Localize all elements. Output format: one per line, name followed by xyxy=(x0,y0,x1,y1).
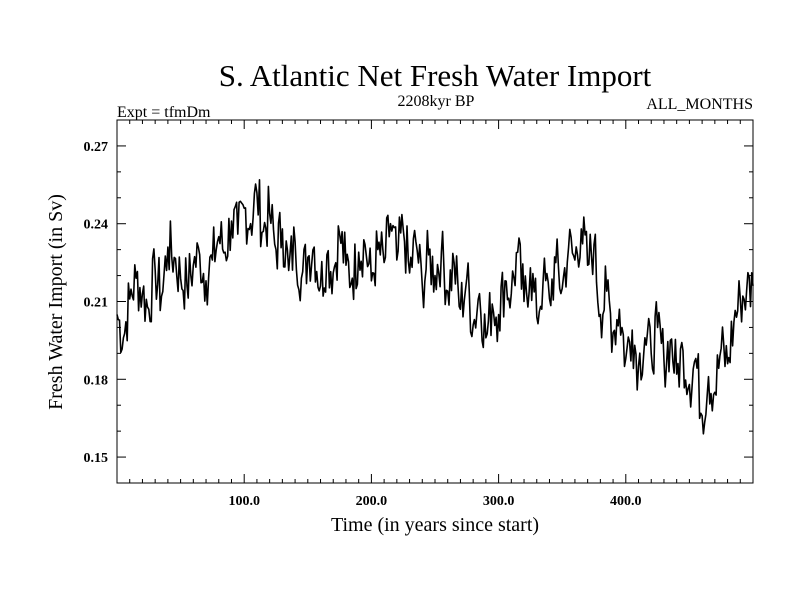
y-tick-label: 0.18 xyxy=(84,373,109,388)
y-axis-title: Fresh Water Import (in Sv) xyxy=(45,194,67,410)
series-line xyxy=(116,179,754,435)
y-tick-label: 0.24 xyxy=(84,218,109,233)
x-tick-label: 200.0 xyxy=(356,494,388,509)
plot-frame xyxy=(116,119,754,484)
series-layer xyxy=(116,179,754,435)
x-tick-label: 100.0 xyxy=(228,494,260,509)
x-axis-title: Time (in years since start) xyxy=(331,514,539,536)
months-label: ALL_MONTHS xyxy=(646,96,753,113)
x-tick-label: 400.0 xyxy=(610,494,642,509)
x-axis: 100.0 200.0 300.0 400.0 xyxy=(129,120,741,509)
y-tick-label: 0.15 xyxy=(84,451,109,466)
y-tick-label: 0.21 xyxy=(84,296,109,311)
y-tick-label: 0.27 xyxy=(84,140,109,155)
period-label: 2208kyr BP xyxy=(398,93,475,110)
experiment-label: Expt = tfmDm xyxy=(117,104,211,121)
x-tick-label: 300.0 xyxy=(483,494,515,509)
chart-title: S. Atlantic Net Fresh Water Import xyxy=(219,58,652,93)
